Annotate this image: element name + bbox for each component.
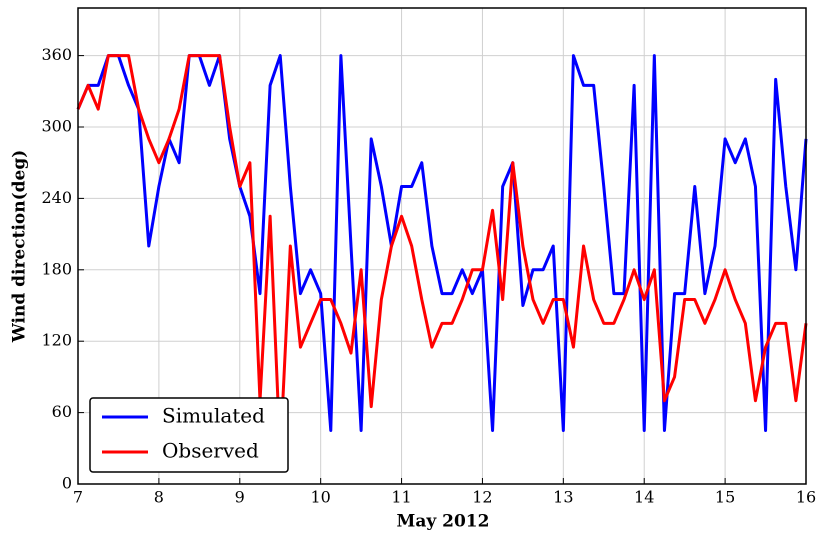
x-tick-label: 12 bbox=[472, 488, 492, 507]
x-tick-label: 11 bbox=[391, 488, 411, 507]
data-line bbox=[76, 54, 808, 456]
x-axis-label: May 2012 bbox=[397, 512, 490, 532]
x-tick-label: 14 bbox=[634, 488, 654, 507]
x-tick-label: 10 bbox=[310, 488, 330, 507]
x-tick-label: 13 bbox=[553, 488, 573, 507]
y-axis-label: Wind direction(deg) bbox=[10, 150, 30, 344]
y-tick-label: 0 bbox=[62, 474, 72, 493]
y-tick-label: 180 bbox=[41, 259, 72, 278]
x-tick-label: 8 bbox=[154, 488, 164, 507]
y-tick-label: 60 bbox=[52, 402, 72, 421]
y-tick-label: 300 bbox=[41, 117, 72, 136]
x-tick-label: 15 bbox=[715, 488, 735, 507]
plot-frame bbox=[77, 7, 807, 485]
y-tick-label: 120 bbox=[41, 331, 72, 350]
data-line bbox=[76, 54, 808, 432]
y-tick-label: 240 bbox=[41, 188, 72, 207]
legend-label: Simulated bbox=[162, 404, 265, 428]
x-tick-label: 7 bbox=[73, 488, 83, 507]
legend-label: Observed bbox=[162, 439, 259, 463]
x-tick-label: 16 bbox=[796, 488, 816, 507]
y-tick-label: 360 bbox=[41, 45, 72, 64]
x-tick-label: 9 bbox=[235, 488, 245, 507]
